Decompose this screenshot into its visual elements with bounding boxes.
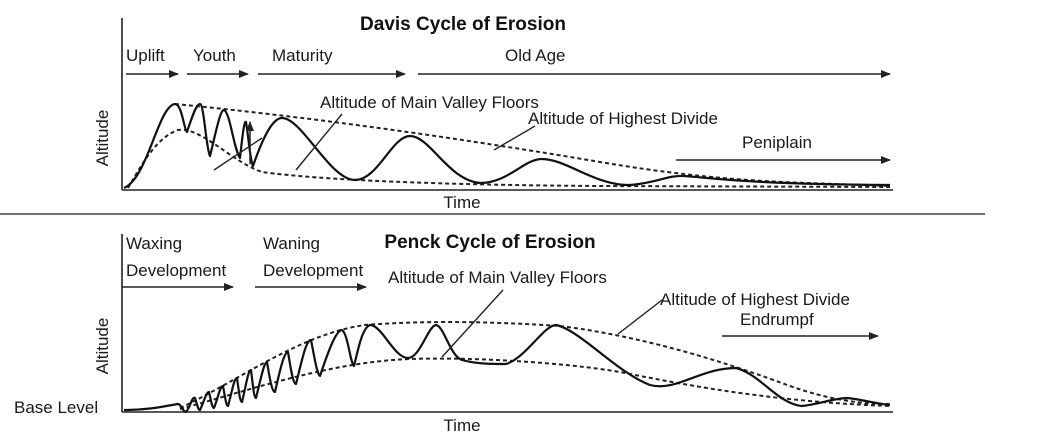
davis-y-label: Altitude xyxy=(93,110,112,167)
davis-valley-floor-leader-2 xyxy=(213,137,263,171)
davis-stage-old-age: Old Age xyxy=(505,46,566,65)
penck-highest-divide-label: Altitude of Highest Divide xyxy=(660,290,850,309)
penck-relief-profile xyxy=(123,323,891,414)
davis-valley-floor-leader-1 xyxy=(295,113,343,171)
penck-panel: Penck Cycle of Erosion Altitude Time Bas… xyxy=(14,232,893,435)
davis-valley-floor-curve xyxy=(127,128,891,189)
penck-endrumpf-label: Endrumpf xyxy=(740,310,814,329)
davis-x-label: Time xyxy=(443,193,480,212)
penck-highest-divide-leader xyxy=(617,299,663,335)
davis-stage-uplift: Uplift xyxy=(126,46,165,65)
davis-highest-divide-leader xyxy=(493,125,536,151)
davis-stage-youth: Youth xyxy=(193,46,236,65)
penck-x-label: Time xyxy=(443,416,480,435)
davis-valley-floor-label: Altitude of Main Valley Floors xyxy=(320,93,539,112)
penck-waning-line2: Development xyxy=(263,261,363,280)
penck-valley-floor-curve xyxy=(179,357,891,410)
penck-waxing-line1: Waxing xyxy=(126,234,182,253)
penck-valley-floor-label: Altitude of Main Valley Floors xyxy=(388,268,607,287)
penck-base-level-label: Base Level xyxy=(14,398,98,417)
penck-y-label: Altitude xyxy=(93,318,112,375)
davis-title: Davis Cycle of Erosion xyxy=(360,14,566,35)
davis-stage-maturity: Maturity xyxy=(272,46,333,65)
davis-highest-divide-label: Altitude of Highest Divide xyxy=(528,109,718,128)
davis-panel: Davis Cycle of Erosion Altitude Time Upl… xyxy=(93,14,893,212)
penck-title: Penck Cycle of Erosion xyxy=(384,232,595,253)
penck-waxing-line2: Development xyxy=(126,261,226,280)
penck-waning-line1: Waning xyxy=(263,234,320,253)
davis-peniplain-label: Peniplain xyxy=(742,133,812,152)
penck-highest-divide-curve xyxy=(179,321,891,409)
penck-valley-floor-leader xyxy=(441,289,504,358)
davis-relief-profile xyxy=(123,102,891,190)
